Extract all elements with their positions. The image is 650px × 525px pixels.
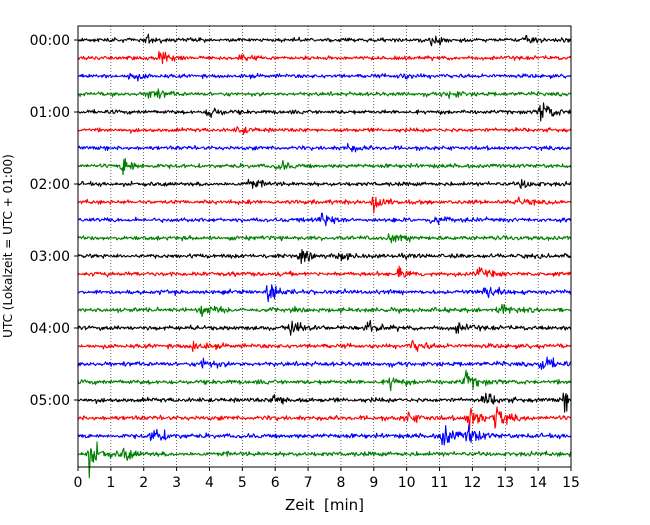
seismogram-trace xyxy=(77,142,572,153)
seismogram-trace xyxy=(77,196,572,214)
y-tick-label: 01:00 xyxy=(30,105,70,121)
plot-frame xyxy=(77,25,572,468)
x-tick-label: 4 xyxy=(205,475,214,491)
seismogram-trace xyxy=(77,102,572,122)
x-tick-label: 0 xyxy=(74,475,83,491)
seismogram-trace xyxy=(77,284,572,303)
seismogram-trace xyxy=(77,369,572,392)
x-tick-label: 14 xyxy=(529,475,547,491)
x-tick-label: 10 xyxy=(398,475,416,491)
x-tick-label: 5 xyxy=(238,475,247,491)
seismogram-trace xyxy=(77,392,572,413)
seismogram-trace xyxy=(77,178,572,189)
seismogram-trace xyxy=(77,212,572,227)
y-tick-label: 00:00 xyxy=(30,33,70,49)
seismogram-trace xyxy=(77,339,572,353)
x-axis-ticks: 0 1 2 3 4 5 6 7 8 9 10 11 12 13 14 15 xyxy=(74,467,580,491)
seismogram-trace xyxy=(77,441,572,479)
seismogram-trace xyxy=(77,356,572,371)
x-tick-label: 15 xyxy=(562,475,580,491)
y-axis-label: UTC (Lokalzeit = UTC + 01:00) xyxy=(1,154,15,338)
seismogram-trace xyxy=(77,233,572,244)
seismogram-trace xyxy=(77,303,572,317)
x-tick-label: 11 xyxy=(431,475,449,491)
seismogram-trace xyxy=(77,33,572,47)
seismogram-trace xyxy=(77,406,572,431)
x-tick-label: 7 xyxy=(304,475,313,491)
seismogram-trace xyxy=(77,265,572,278)
seismogram-trace xyxy=(77,248,572,264)
seismogram-trace xyxy=(77,88,572,100)
seismogram-trace xyxy=(77,424,572,446)
y-tick-label: 04:00 xyxy=(30,321,70,337)
x-tick-label: 2 xyxy=(139,475,148,491)
x-tick-label: 9 xyxy=(369,475,378,491)
y-tick-label: 03:00 xyxy=(30,249,70,265)
x-tick-label: 13 xyxy=(496,475,514,491)
x-tick-label: 6 xyxy=(271,475,280,491)
seismogram-trace xyxy=(77,157,572,176)
seismogram-trace xyxy=(77,50,572,65)
x-tick-label: 3 xyxy=(172,475,181,491)
seismogram-trace xyxy=(77,126,572,135)
x-axis-label: Zeit [min] xyxy=(285,496,364,514)
seismogram-trace xyxy=(77,72,572,82)
y-tick-label: 02:00 xyxy=(30,177,70,193)
seismogram-trace xyxy=(77,319,572,336)
x-tick-label: 8 xyxy=(336,475,345,491)
y-axis-ticks: 00:00 01:00 02:00 03:00 04:00 05:00 xyxy=(30,33,78,409)
traces xyxy=(77,33,572,479)
x-tick-label: 12 xyxy=(463,475,481,491)
y-tick-label: 05:00 xyxy=(30,393,70,409)
x-tick-label: 1 xyxy=(106,475,115,491)
